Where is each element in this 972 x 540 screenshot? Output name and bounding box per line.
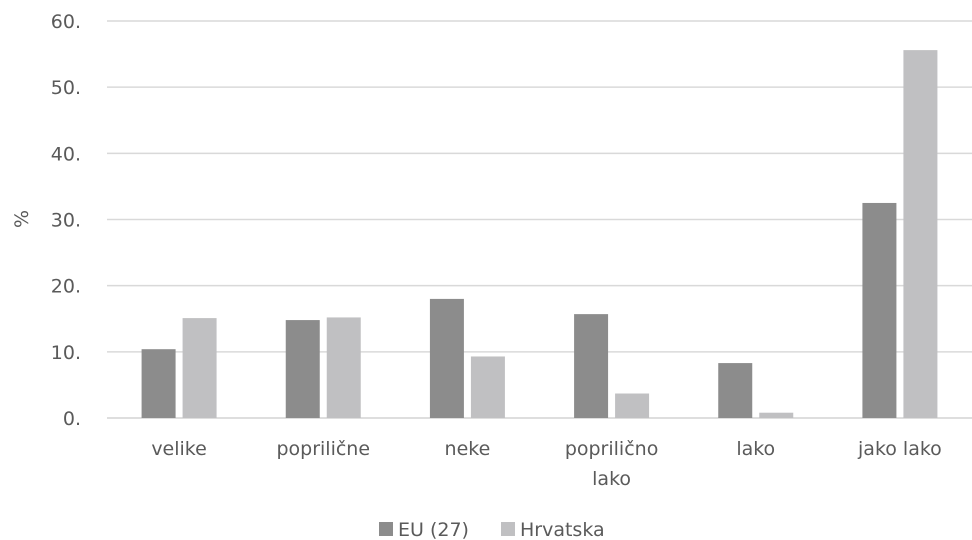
legend: EU (27) Hrvatska bbox=[379, 519, 605, 540]
y-axis-ticks: 0. 10. 20. 30. 40. 50. 60. bbox=[51, 11, 81, 430]
legend-label-eu: EU (27) bbox=[398, 519, 469, 540]
x-category-label: velike bbox=[151, 438, 207, 460]
legend-swatch-eu bbox=[379, 522, 393, 536]
y-tick-label: 40. bbox=[51, 143, 81, 165]
bar-hrvatska bbox=[759, 413, 793, 418]
y-tick-label: 50. bbox=[51, 77, 81, 99]
legend-swatch-hrvatska bbox=[501, 522, 515, 536]
y-tick-label: 10. bbox=[51, 342, 81, 364]
x-category-label: jako lako bbox=[857, 438, 942, 460]
gridlines bbox=[107, 21, 972, 418]
bar-eu bbox=[142, 349, 176, 418]
y-tick-label: 60. bbox=[51, 11, 81, 33]
x-category-label: poprilične bbox=[276, 438, 370, 460]
y-tick-label: 30. bbox=[51, 210, 81, 232]
bar-eu bbox=[862, 203, 896, 418]
bar-eu bbox=[718, 363, 752, 418]
y-tick-label: 20. bbox=[51, 276, 81, 298]
x-category-label: neke bbox=[445, 438, 491, 460]
x-axis-categories: velike poprilične neke poprilično lako lako ja… bbox=[151, 438, 941, 490]
x-category-label: lako bbox=[736, 438, 775, 460]
bar-eu bbox=[430, 299, 464, 418]
x-category-label: poprilično lako bbox=[565, 438, 659, 490]
bars bbox=[142, 50, 938, 418]
bar-hrvatska bbox=[471, 356, 505, 418]
bar-hrvatska bbox=[903, 50, 937, 418]
bar-hrvatska bbox=[615, 394, 649, 418]
bar-eu bbox=[574, 314, 608, 418]
bar-eu bbox=[286, 320, 320, 418]
y-tick-label: 0. bbox=[63, 408, 81, 430]
y-axis-title: % bbox=[11, 210, 33, 228]
legend-label-hrvatska: Hrvatska bbox=[520, 519, 605, 540]
bar-hrvatska bbox=[183, 318, 217, 418]
bar-hrvatska bbox=[327, 317, 361, 418]
